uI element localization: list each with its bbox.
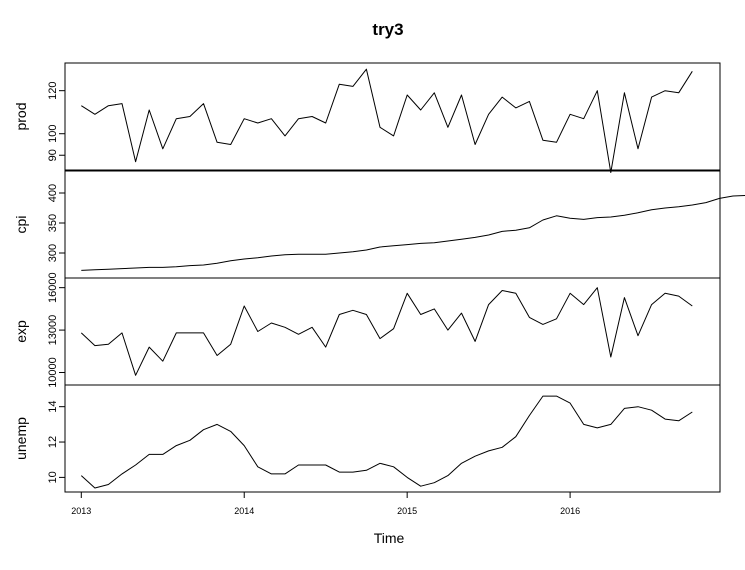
- series-line-unemp: [80, 395, 693, 489]
- series-label-prod: prod: [13, 102, 29, 130]
- series-label-unemp: unemp: [13, 417, 29, 460]
- series-line-cpi: [81, 194, 745, 271]
- panel-frame: [64, 277, 721, 386]
- y-tick-label: 12: [47, 436, 59, 448]
- x-tick-label: 2016: [560, 506, 580, 516]
- y-tick-label: 400: [47, 184, 59, 202]
- x-tick-label: 2014: [234, 506, 254, 516]
- panel-frame: [64, 384, 721, 493]
- y-tick-label: 10: [47, 471, 59, 483]
- x-axis: 2013 2014 2015 2016: [71, 492, 580, 516]
- y-tick-label: 120: [47, 81, 59, 99]
- panel-frame: [64, 62, 721, 171]
- panel-cpi: 300 350 400 cpi: [13, 170, 745, 279]
- series-label-exp: exp: [13, 320, 29, 343]
- series-label-cpi: cpi: [13, 216, 29, 234]
- y-tick-label: 350: [47, 214, 59, 232]
- chart-title: try3: [372, 20, 403, 39]
- panel-frame: [64, 170, 721, 279]
- y-tick-label: 90: [47, 149, 59, 161]
- panels: 90 100 120 prod 300 350 400 cpi 10000 13000 16000 e…: [13, 62, 745, 493]
- x-axis-label: Time: [374, 530, 405, 546]
- series-line-prod: [81, 68, 693, 173]
- panel-unemp: 10 12 14 unemp: [13, 384, 721, 493]
- panel-exp: 10000 13000 16000 exp: [13, 272, 721, 388]
- y-tick-label: 300: [47, 244, 59, 262]
- y-tick-label: 14: [47, 401, 59, 413]
- y-tick-label: 100: [47, 125, 59, 143]
- x-tick-label: 2015: [397, 506, 417, 516]
- x-tick-label: 2013: [71, 506, 91, 516]
- y-tick-label: 16000: [47, 272, 59, 303]
- y-tick-label: 13000: [47, 315, 59, 346]
- y-tick-label: 10000: [47, 357, 59, 388]
- series-line-exp: [80, 287, 693, 376]
- panel-prod: 90 100 120 prod: [13, 62, 721, 173]
